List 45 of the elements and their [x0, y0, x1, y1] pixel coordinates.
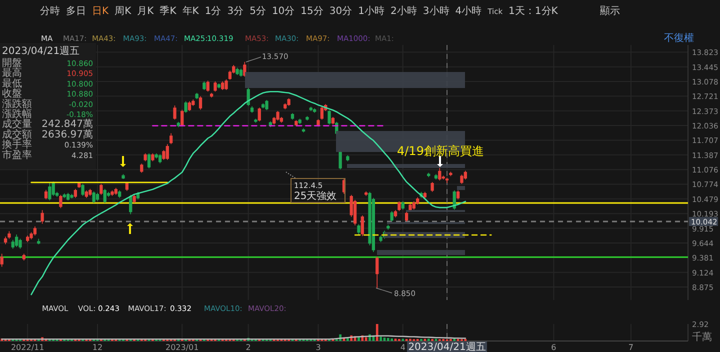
x-tick-label: 2022/11	[10, 343, 44, 352]
text: 1分	[204, 5, 222, 17]
text: 1天：1分K	[508, 5, 558, 17]
text: 3分	[227, 5, 244, 17]
text: 4小時	[455, 5, 482, 17]
text: 顯示	[600, 5, 620, 17]
x-tick-label: 12	[92, 343, 103, 352]
text: 季K	[160, 5, 177, 17]
text: 分時	[40, 5, 60, 17]
text: 不復權	[664, 32, 694, 44]
annotation: 成交額	[2, 128, 32, 140]
annotation: 25天強效	[294, 190, 337, 202]
text: 月K	[137, 6, 154, 17]
text: 2小時	[390, 5, 417, 17]
text: 30分	[329, 5, 352, 17]
annotation: 漲跌幅	[2, 108, 32, 120]
annotation: 2023/04/21週五	[2, 46, 80, 57]
annotation: 漲跌額	[2, 98, 32, 110]
x-tick-label: 2023/01	[166, 343, 199, 352]
annotation: 242.847萬	[42, 118, 93, 130]
x-tick-label: 7	[628, 343, 634, 352]
annotation: 換手率	[2, 138, 32, 151]
annotation: 收盤	[2, 88, 22, 100]
x-tick-label: 3	[316, 343, 321, 352]
text: 1小時	[358, 5, 385, 17]
annotation: 市盈率	[2, 148, 32, 161]
annotation: 成交量	[2, 118, 32, 130]
text: 多日	[66, 5, 86, 17]
x-tick-label: 2023/04/21週五	[408, 342, 486, 352]
annotation: 最低	[2, 78, 22, 90]
x-tick-label: 6	[551, 343, 556, 352]
text: 3小時	[422, 5, 450, 17]
text: 年K	[182, 5, 200, 17]
annotation: 2636.97萬	[42, 128, 93, 140]
annotation: 開盤	[2, 57, 22, 69]
annotation: 最高	[2, 67, 22, 80]
x-tick-label: 4	[400, 343, 406, 352]
text: 千萬	[692, 331, 712, 343]
text: 5分	[250, 5, 266, 17]
annotation: 4/19創新高買進	[397, 144, 484, 158]
text: 周K	[114, 6, 132, 17]
x-tick-label: 2	[246, 343, 251, 352]
text: 15分	[300, 5, 324, 17]
text: 日K	[92, 6, 109, 17]
text: 10分	[272, 5, 295, 17]
